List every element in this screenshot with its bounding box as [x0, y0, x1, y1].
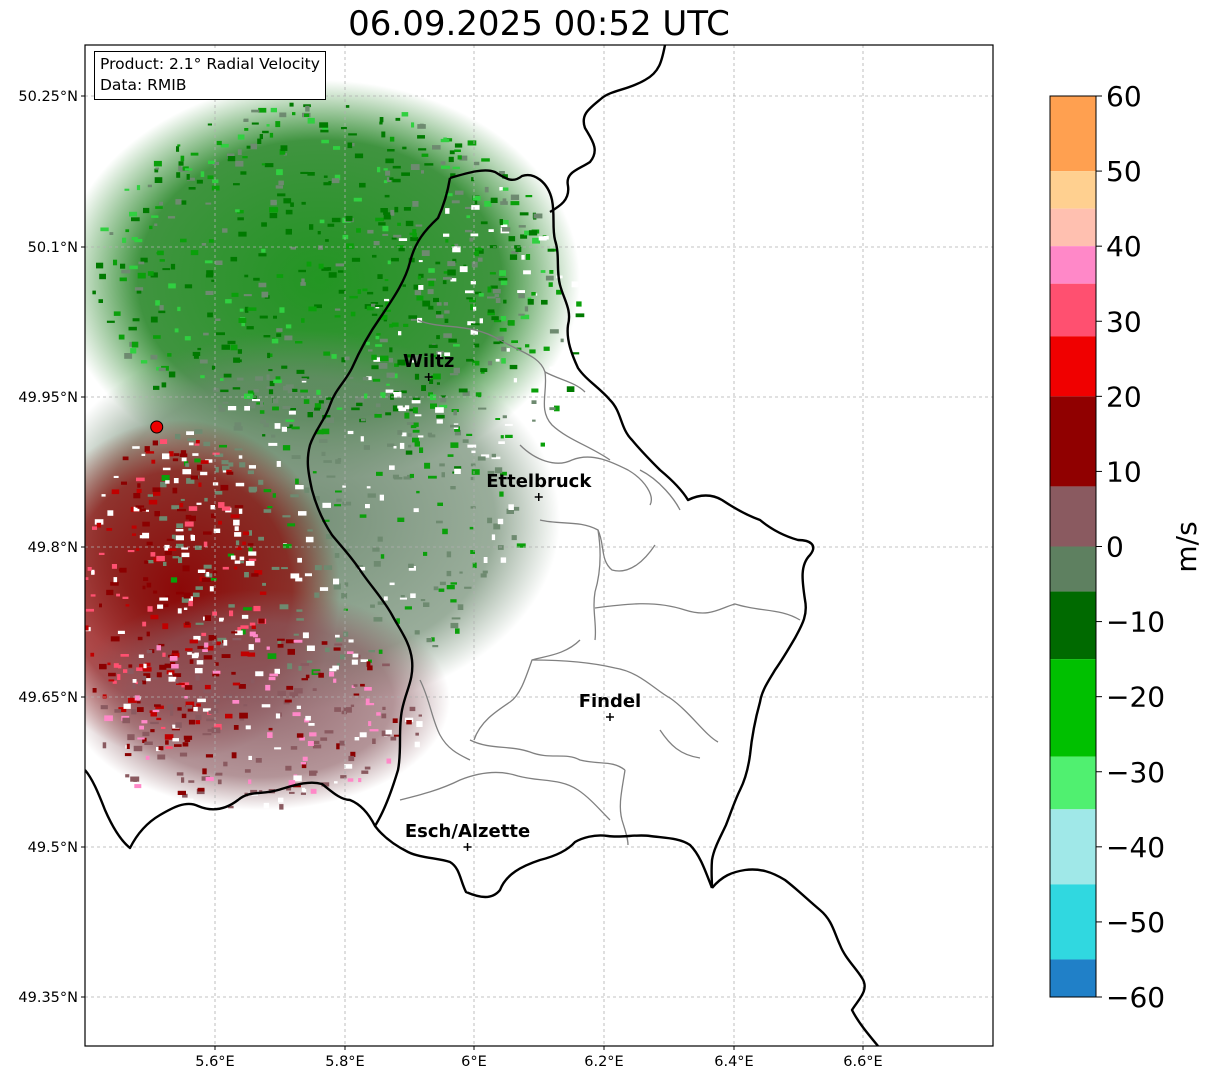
canton-boundaries: [399, 319, 801, 846]
map-title: 06.09.2025 00:52 UTC: [348, 4, 730, 44]
lat-tick-label: 49.95°N: [18, 390, 78, 406]
colorbar-band: [1050, 171, 1096, 209]
lat-tick-label: 50.1°N: [28, 240, 78, 256]
colorbar-band: [1050, 246, 1096, 284]
velocity-area-weak-outbound: [85, 590, 450, 810]
lon-tick-label: 5.8°E: [325, 1054, 364, 1070]
map-content: Wiltz Ettelbruck Findel Esch/Alzette: [85, 45, 993, 1046]
colorbar-tick-label: 0: [1106, 531, 1124, 564]
lat-tick-label: 49.65°N: [18, 690, 78, 706]
colorbar-band: [1050, 96, 1096, 172]
lon-tick-label: 6.6°E: [843, 1054, 882, 1070]
product-info-box: Product: 2.1° Radial Velocity Data: RMIB: [94, 51, 326, 100]
colorbar-band: [1050, 659, 1096, 757]
lon-tick-label: 6°E: [461, 1054, 487, 1070]
lon-tick-label: 6.2°E: [584, 1054, 623, 1070]
colorbar-band: [1050, 809, 1096, 885]
colorbar-band: [1050, 546, 1096, 592]
colorbar-band: [1050, 959, 1096, 997]
city-markers: Wiltz Ettelbruck Findel Esch/Alzette: [403, 351, 641, 851]
map-border: [84, 44, 994, 1047]
colorbar-tick-label: 40: [1106, 230, 1142, 263]
lon-tick-label: 5.6°E: [195, 1054, 234, 1070]
colorbar-tick-label: −20: [1106, 681, 1165, 714]
colorbar-ticks: 60 50 40 30 20 10 0 −10 −20 −30 −40 −50 −60: [1096, 80, 1165, 1014]
colorbar-band: [1050, 283, 1096, 337]
colorbar-tick-label: −10: [1106, 606, 1165, 639]
colorbar-band: [1050, 884, 1096, 960]
lat-tick-label: 49.5°N: [28, 840, 78, 856]
latitude-axis: 50.25°N 50.1°N 49.95°N 49.8°N 49.65°N 49.5°N 4…: [18, 89, 85, 1006]
radar-site-marker: [150, 420, 164, 434]
colorbar-band: [1050, 486, 1096, 547]
colorbar: 60 50 40 30 20 10 0 −10 −20 −30 −40 −50 −60 m/s: [1049, 80, 1203, 1014]
lat-tick-label: 49.8°N: [28, 540, 78, 556]
colorbar-band: [1050, 756, 1096, 810]
colorbar-tick-label: 10: [1106, 455, 1142, 488]
colorbar-tick-label: −50: [1106, 906, 1165, 939]
colorbar-band: [1050, 591, 1096, 660]
colorbar-tick-label: 30: [1106, 305, 1142, 338]
city-label: Wiltz: [403, 351, 454, 372]
colorbar-bands: [1050, 96, 1096, 997]
lat-tick-label: 50.25°N: [18, 89, 78, 105]
radar-speckles: [85, 102, 585, 813]
radar-velocity-field: [85, 80, 580, 810]
data-source-label: Data: RMIB: [100, 76, 187, 94]
colorbar-tick-label: −60: [1106, 981, 1165, 1014]
colorbar-band: [1050, 336, 1096, 397]
longitude-axis: 5.6°E 5.8°E 6°E 6.2°E 6.4°E 6.6°E: [195, 1046, 883, 1070]
lon-tick-label: 6.4°E: [714, 1054, 753, 1070]
city-label: Findel: [579, 691, 642, 712]
colorbar-tick-label: 60: [1106, 80, 1142, 113]
national-borders: [85, 45, 879, 1046]
lat-tick-label: 49.35°N: [18, 990, 78, 1006]
colorbar-tick-label: −30: [1106, 756, 1165, 789]
city-label: Esch/Alzette: [405, 821, 530, 842]
colorbar-tick-label: 50: [1106, 155, 1142, 188]
colorbar-unit: m/s: [1170, 521, 1203, 572]
colorbar-tick-label: 20: [1106, 380, 1142, 413]
city-label: Ettelbruck: [486, 471, 592, 492]
colorbar-tick-label: −40: [1106, 831, 1165, 864]
colorbar-band: [1050, 396, 1096, 487]
colorbar-band: [1050, 208, 1096, 247]
map-gridlines: [85, 45, 993, 1046]
product-label: Product: 2.1° Radial Velocity: [100, 55, 320, 73]
